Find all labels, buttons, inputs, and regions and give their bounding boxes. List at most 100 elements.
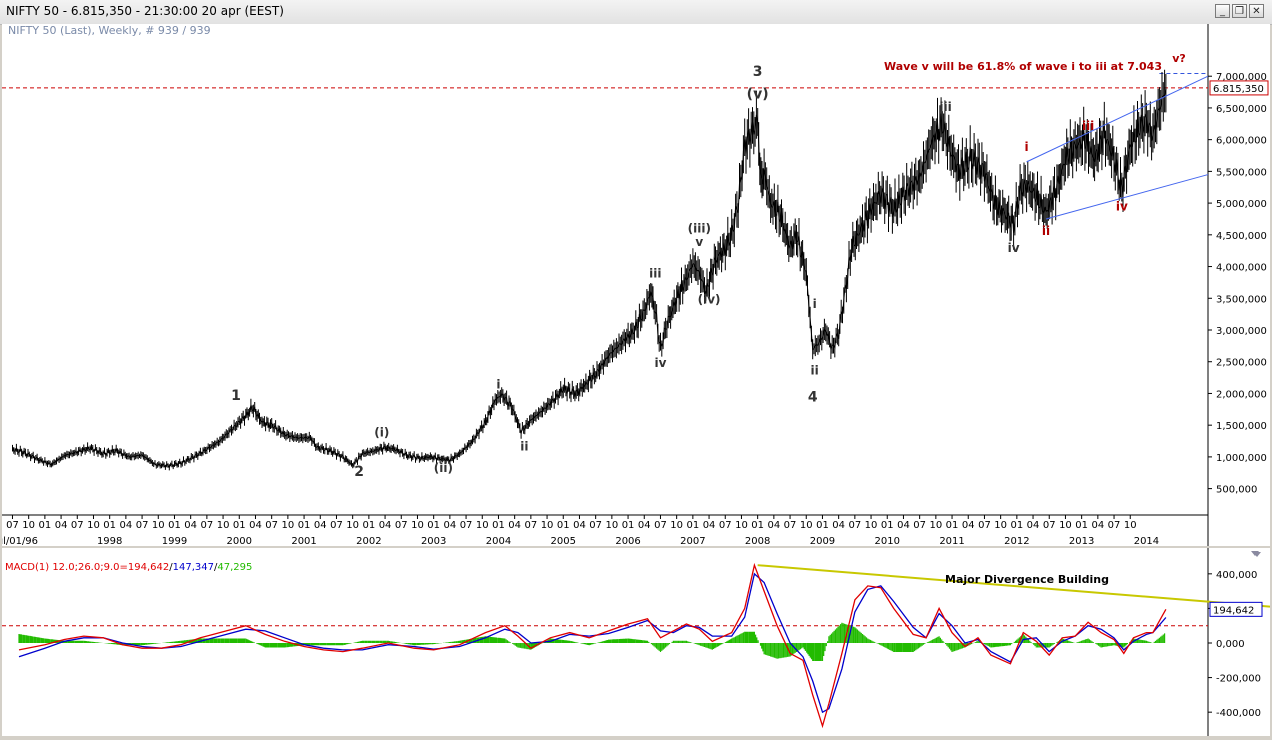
price-y-tick-label: 3,000,000 bbox=[1216, 326, 1267, 337]
price-x-month-label: 04 bbox=[638, 520, 651, 531]
price-x-month-label: 04 bbox=[379, 520, 392, 531]
price-x-month-label: 01 bbox=[39, 520, 52, 531]
price-x-month-label: 10 bbox=[1124, 520, 1137, 531]
price-y-tick-label: 5,500,000 bbox=[1216, 167, 1267, 178]
price-y-tick-label: 6,000,000 bbox=[1216, 136, 1267, 147]
wave-label: (iii) bbox=[688, 221, 711, 235]
price-x-month-label: 07 bbox=[784, 520, 797, 531]
price-chart-subtitle: NIFTY 50 (Last), Weekly, # 939 / 939 bbox=[8, 24, 211, 37]
price-x-year-label: 2000 bbox=[227, 536, 252, 546]
wave-label: (v) bbox=[747, 86, 769, 102]
window-title: NIFTY 50 - 6.815,350 - 21:30:00 20 apr (… bbox=[6, 4, 284, 18]
price-x-month-label: 01 bbox=[168, 520, 181, 531]
price-x-month-label: 04 bbox=[1091, 520, 1104, 531]
wave-label: iv bbox=[654, 356, 666, 370]
price-y-tick-label: 500,000 bbox=[1216, 485, 1257, 496]
price-x-month-label: 10 bbox=[929, 520, 942, 531]
divergence-annotation: Major Divergence Building bbox=[945, 573, 1109, 586]
price-x-month-label: 10 bbox=[217, 520, 230, 531]
price-x-month-label: 10 bbox=[152, 520, 165, 531]
price-x-year-label: 2014 bbox=[1134, 536, 1159, 546]
price-x-month-label: 07 bbox=[6, 520, 19, 531]
price-x-year-label: 2010 bbox=[875, 536, 900, 546]
price-panel[interactable]: 500,000 1,000,000 1,500,000 2,000,000 2,500,… bbox=[0, 24, 1270, 547]
price-x-month-label: 10 bbox=[476, 520, 489, 531]
price-x-month-label: 10 bbox=[282, 520, 295, 531]
price-x-year-label: 1998 bbox=[97, 536, 122, 546]
macd-legend-histogram: 47,295 bbox=[217, 562, 252, 573]
macd-last-value-box bbox=[1209, 601, 1263, 617]
wave-label: ii bbox=[1042, 224, 1050, 238]
price-chart[interactable]: 500,000 1,000,000 1,500,000 2,000,000 2,500,… bbox=[0, 24, 1270, 547]
price-x-month-label: 07 bbox=[654, 520, 667, 531]
price-y-tick-label: 2,500,000 bbox=[1216, 358, 1267, 369]
price-x-month-label: 04 bbox=[962, 520, 975, 531]
wave-label: i bbox=[1025, 140, 1029, 154]
price-x-year-label: 2005 bbox=[551, 536, 576, 546]
close-button[interactable]: ✕ bbox=[1249, 4, 1264, 18]
macd-last-value-label: 194,642 bbox=[1213, 605, 1254, 616]
window-titlebar: NIFTY 50 - 6.815,350 - 21:30:00 20 apr (… bbox=[0, 0, 1272, 25]
macd-legend-signal: 147,347 bbox=[173, 562, 214, 573]
price-y-tick-label: 3,500,000 bbox=[1216, 294, 1267, 305]
price-x-year-label: 2002 bbox=[356, 536, 381, 546]
channel-lower-line bbox=[1045, 174, 1209, 220]
price-x-month-label: 07 bbox=[524, 520, 537, 531]
price-x-month-label: 10 bbox=[670, 520, 683, 531]
price-x-month-label: 01 bbox=[1010, 520, 1023, 531]
price-y-tick-label: 4,500,000 bbox=[1216, 231, 1267, 242]
last-price-label: 6.815,350 bbox=[1213, 84, 1264, 95]
price-x-month-label: 01 bbox=[686, 520, 699, 531]
wave-label: (iv) bbox=[698, 292, 721, 306]
price-x-month-label: 10 bbox=[1059, 520, 1072, 531]
price-x-month-label: 01 bbox=[557, 520, 570, 531]
wave-target-annotation: Wave v will be 61.8% of wave i to iii at… bbox=[884, 60, 1162, 73]
price-x-month-label: 04 bbox=[1027, 520, 1040, 531]
price-x-month-label: 07 bbox=[71, 520, 84, 531]
price-x-month-label: 07 bbox=[330, 520, 343, 531]
macd-histogram bbox=[18, 622, 1166, 661]
price-x-month-label: 04 bbox=[120, 520, 133, 531]
price-x-month-label: 07 bbox=[719, 520, 732, 531]
price-x-month-label: 10 bbox=[800, 520, 813, 531]
price-y-tick-label: 5,000,000 bbox=[1216, 199, 1267, 210]
macd-legend: MACD(1) 12.0;26.0;9.0=194,642/147,347/47… bbox=[5, 562, 252, 573]
price-bars bbox=[12, 69, 1167, 471]
price-y-tick-label: 1,500,000 bbox=[1216, 421, 1267, 432]
wave-label: 2 bbox=[354, 464, 364, 480]
wave-label: iv bbox=[1116, 200, 1128, 214]
price-x-month-label: 10 bbox=[22, 520, 35, 531]
price-x-month-label: 01 bbox=[363, 520, 376, 531]
price-x-year-label: 2013 bbox=[1069, 536, 1094, 546]
minimize-button[interactable]: _ bbox=[1215, 4, 1230, 18]
price-x-month-label: 04 bbox=[314, 520, 327, 531]
price-y-tick-label: 2,000,000 bbox=[1216, 389, 1267, 400]
wave-label: i bbox=[813, 297, 817, 311]
macd-legend-value: 194,642 bbox=[128, 562, 169, 573]
wave-label: v bbox=[695, 235, 703, 249]
wave-label: (i) bbox=[374, 426, 389, 440]
price-x-month-label: 07 bbox=[395, 520, 408, 531]
price-x-month-label: 04 bbox=[832, 520, 845, 531]
macd-y-tick-label: -200,000 bbox=[1216, 674, 1261, 685]
price-x-month-label: 10 bbox=[994, 520, 1007, 531]
price-x-year-label: 2001 bbox=[291, 536, 316, 546]
wave-label: 3 bbox=[753, 64, 763, 80]
price-x-month-label: 10 bbox=[865, 520, 878, 531]
price-x-month-label: 07 bbox=[136, 520, 149, 531]
wave-target-label: v? bbox=[1172, 52, 1186, 65]
divergence-trendline bbox=[757, 564, 1271, 608]
price-y-tick-label: 1,000,000 bbox=[1216, 453, 1267, 464]
macd-y-tick-label: -400,000 bbox=[1216, 708, 1261, 719]
price-x-month-label: 01 bbox=[103, 520, 116, 531]
price-x-month-label: 04 bbox=[184, 520, 197, 531]
wave-label: iii bbox=[939, 100, 951, 114]
price-y-tick-label: 7,000,000 bbox=[1216, 72, 1267, 83]
restore-button[interactable]: ❐ bbox=[1232, 4, 1247, 18]
panel-collapse-icon[interactable] bbox=[1253, 552, 1261, 557]
price-x-year-label: 2008 bbox=[745, 536, 770, 546]
price-x-month-label: 10 bbox=[411, 520, 424, 531]
price-x-month-label: 04 bbox=[573, 520, 586, 531]
